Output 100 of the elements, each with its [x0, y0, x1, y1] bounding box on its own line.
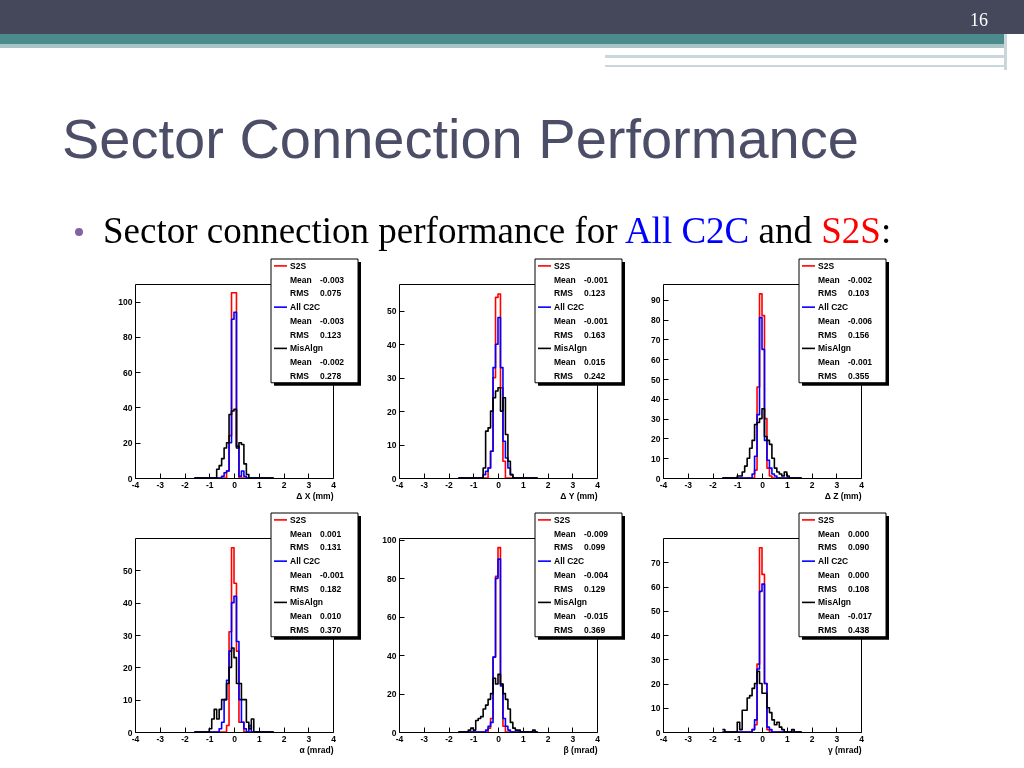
x-tick-label: -1 [469, 733, 478, 744]
x-axis-title: Δ X (mm) [296, 490, 334, 501]
legend-label: S2S [290, 260, 307, 271]
text: Sector Connection Performance [62, 107, 859, 170]
annotation: Mean -0.017 [818, 611, 873, 622]
y-tick-label: 50 [387, 306, 397, 317]
text: RMS 0.163 [554, 329, 606, 340]
x-axis-title: α (mrad) [299, 744, 334, 755]
x-tick-label: 3 [834, 733, 840, 744]
x-tick-label: -1 [733, 479, 742, 490]
text: RMS 0.099 [554, 542, 606, 553]
text: RMS 0.355 [818, 370, 870, 381]
text: RMS 0.103 [818, 288, 870, 299]
x-axis-title: β (mrad) [563, 744, 598, 755]
x-tick-label: 4 [859, 479, 865, 490]
x-tick-label: 1 [520, 733, 526, 744]
x-tick-label: -4 [659, 479, 668, 490]
x-axis-title: Δ Y (mm) [560, 490, 598, 501]
x-tick-label: -2 [709, 479, 718, 490]
x-axis-title: γ (mrad) [827, 744, 862, 755]
x-tick-label: 4 [595, 733, 601, 744]
y-tick-label: 10 [651, 453, 661, 464]
y-tick-label: 50 [651, 606, 661, 617]
text: RMS 0.370 [290, 624, 342, 635]
x-tick-label: 0 [496, 479, 502, 490]
x-tick-label: -4 [395, 479, 404, 490]
text: 16 [970, 10, 988, 30]
legend-label: All C2C [554, 302, 585, 313]
y-tick-label: 20 [123, 662, 133, 673]
legend-label: All C2C [290, 556, 321, 567]
annotation: Mean -0.004 [554, 569, 609, 580]
x-tick-label: 0 [496, 733, 502, 744]
y-tick-label: 10 [387, 440, 397, 451]
x-tick-label: -2 [181, 479, 190, 490]
x-tick-label: 4 [595, 479, 601, 490]
annotation: Mean 0.000 [818, 569, 870, 580]
text: RMS 0.108 [818, 583, 870, 594]
text: RMS 0.156 [818, 329, 870, 340]
legend-label: S2S [818, 514, 835, 525]
annotation: Mean 0.015 [554, 357, 606, 368]
x-tick-label: -1 [733, 733, 742, 744]
text: RMS 0.090 [818, 542, 870, 553]
x-axis-title: Δ Z (mm) [824, 490, 862, 501]
y-tick-label: 40 [123, 402, 133, 413]
x-tick-label: 0 [232, 479, 238, 490]
y-tick-label: 20 [651, 679, 661, 689]
annotation: Mean -0.002 [290, 357, 345, 368]
x-tick-label: -3 [684, 479, 693, 490]
annotation: Mean -0.001 [290, 569, 345, 580]
x-tick-label: 1 [256, 479, 262, 490]
y-tick-label: 40 [651, 630, 661, 641]
x-tick-label: 2 [281, 479, 287, 490]
y-tick-label: 10 [123, 695, 133, 706]
y-tick-label: 30 [651, 414, 661, 425]
legend-label: MisAlgn [818, 343, 852, 354]
y-tick-label: 40 [387, 650, 397, 661]
x-tick-label: -2 [181, 733, 190, 744]
x-tick-label: 0 [232, 733, 238, 744]
y-tick-label: 70 [651, 334, 661, 345]
legend-label: All C2C [818, 302, 849, 313]
y-tick-label: 20 [123, 438, 133, 449]
x-tick-label: 4 [331, 733, 337, 744]
x-tick-label: -4 [131, 479, 140, 490]
legend-label: All C2C [554, 556, 585, 567]
annotation: Mean -0.003 [290, 315, 345, 326]
x-tick-label: -3 [420, 733, 429, 744]
annotation: Mean -0.001 [818, 357, 873, 368]
text: RMS 0.438 [818, 624, 870, 635]
x-tick-label: -2 [445, 479, 454, 490]
x-tick-label: 2 [545, 479, 551, 490]
x-tick-label: 2 [809, 479, 815, 490]
x-tick-label: 3 [570, 479, 576, 490]
x-tick-label: 1 [256, 733, 262, 744]
annotation: Mean -0.003 [290, 274, 345, 285]
text: RMS 0.131 [290, 542, 342, 553]
legend-label: All C2C [290, 302, 321, 313]
x-tick-label: 0 [760, 733, 766, 744]
x-tick-label: -2 [445, 733, 454, 744]
text: RMS 0.278 [290, 370, 342, 381]
legend-label: MisAlgn [554, 597, 588, 608]
x-tick-label: -1 [469, 479, 478, 490]
x-tick-label: 2 [809, 733, 815, 744]
legend-label: All C2C [818, 556, 849, 567]
y-tick-label: 20 [651, 433, 661, 444]
y-tick-label: 30 [387, 373, 397, 384]
text: RMS 0.075 [290, 288, 342, 299]
x-tick-label: -4 [131, 733, 140, 744]
x-tick-label: 4 [331, 479, 337, 490]
y-tick-label: 20 [387, 689, 397, 700]
x-tick-label: 2 [281, 733, 287, 744]
x-tick-label: -1 [205, 733, 214, 744]
x-tick-label: 3 [834, 479, 840, 490]
text: RMS 0.129 [554, 583, 606, 594]
y-tick-label: 80 [387, 573, 397, 584]
y-tick-label: 90 [651, 295, 661, 306]
x-tick-label: 3 [306, 733, 312, 744]
y-tick-label: 70 [651, 557, 661, 568]
y-tick-label: 20 [387, 406, 397, 417]
x-tick-label: -4 [395, 733, 404, 744]
annotation: Mean -0.015 [554, 611, 609, 622]
